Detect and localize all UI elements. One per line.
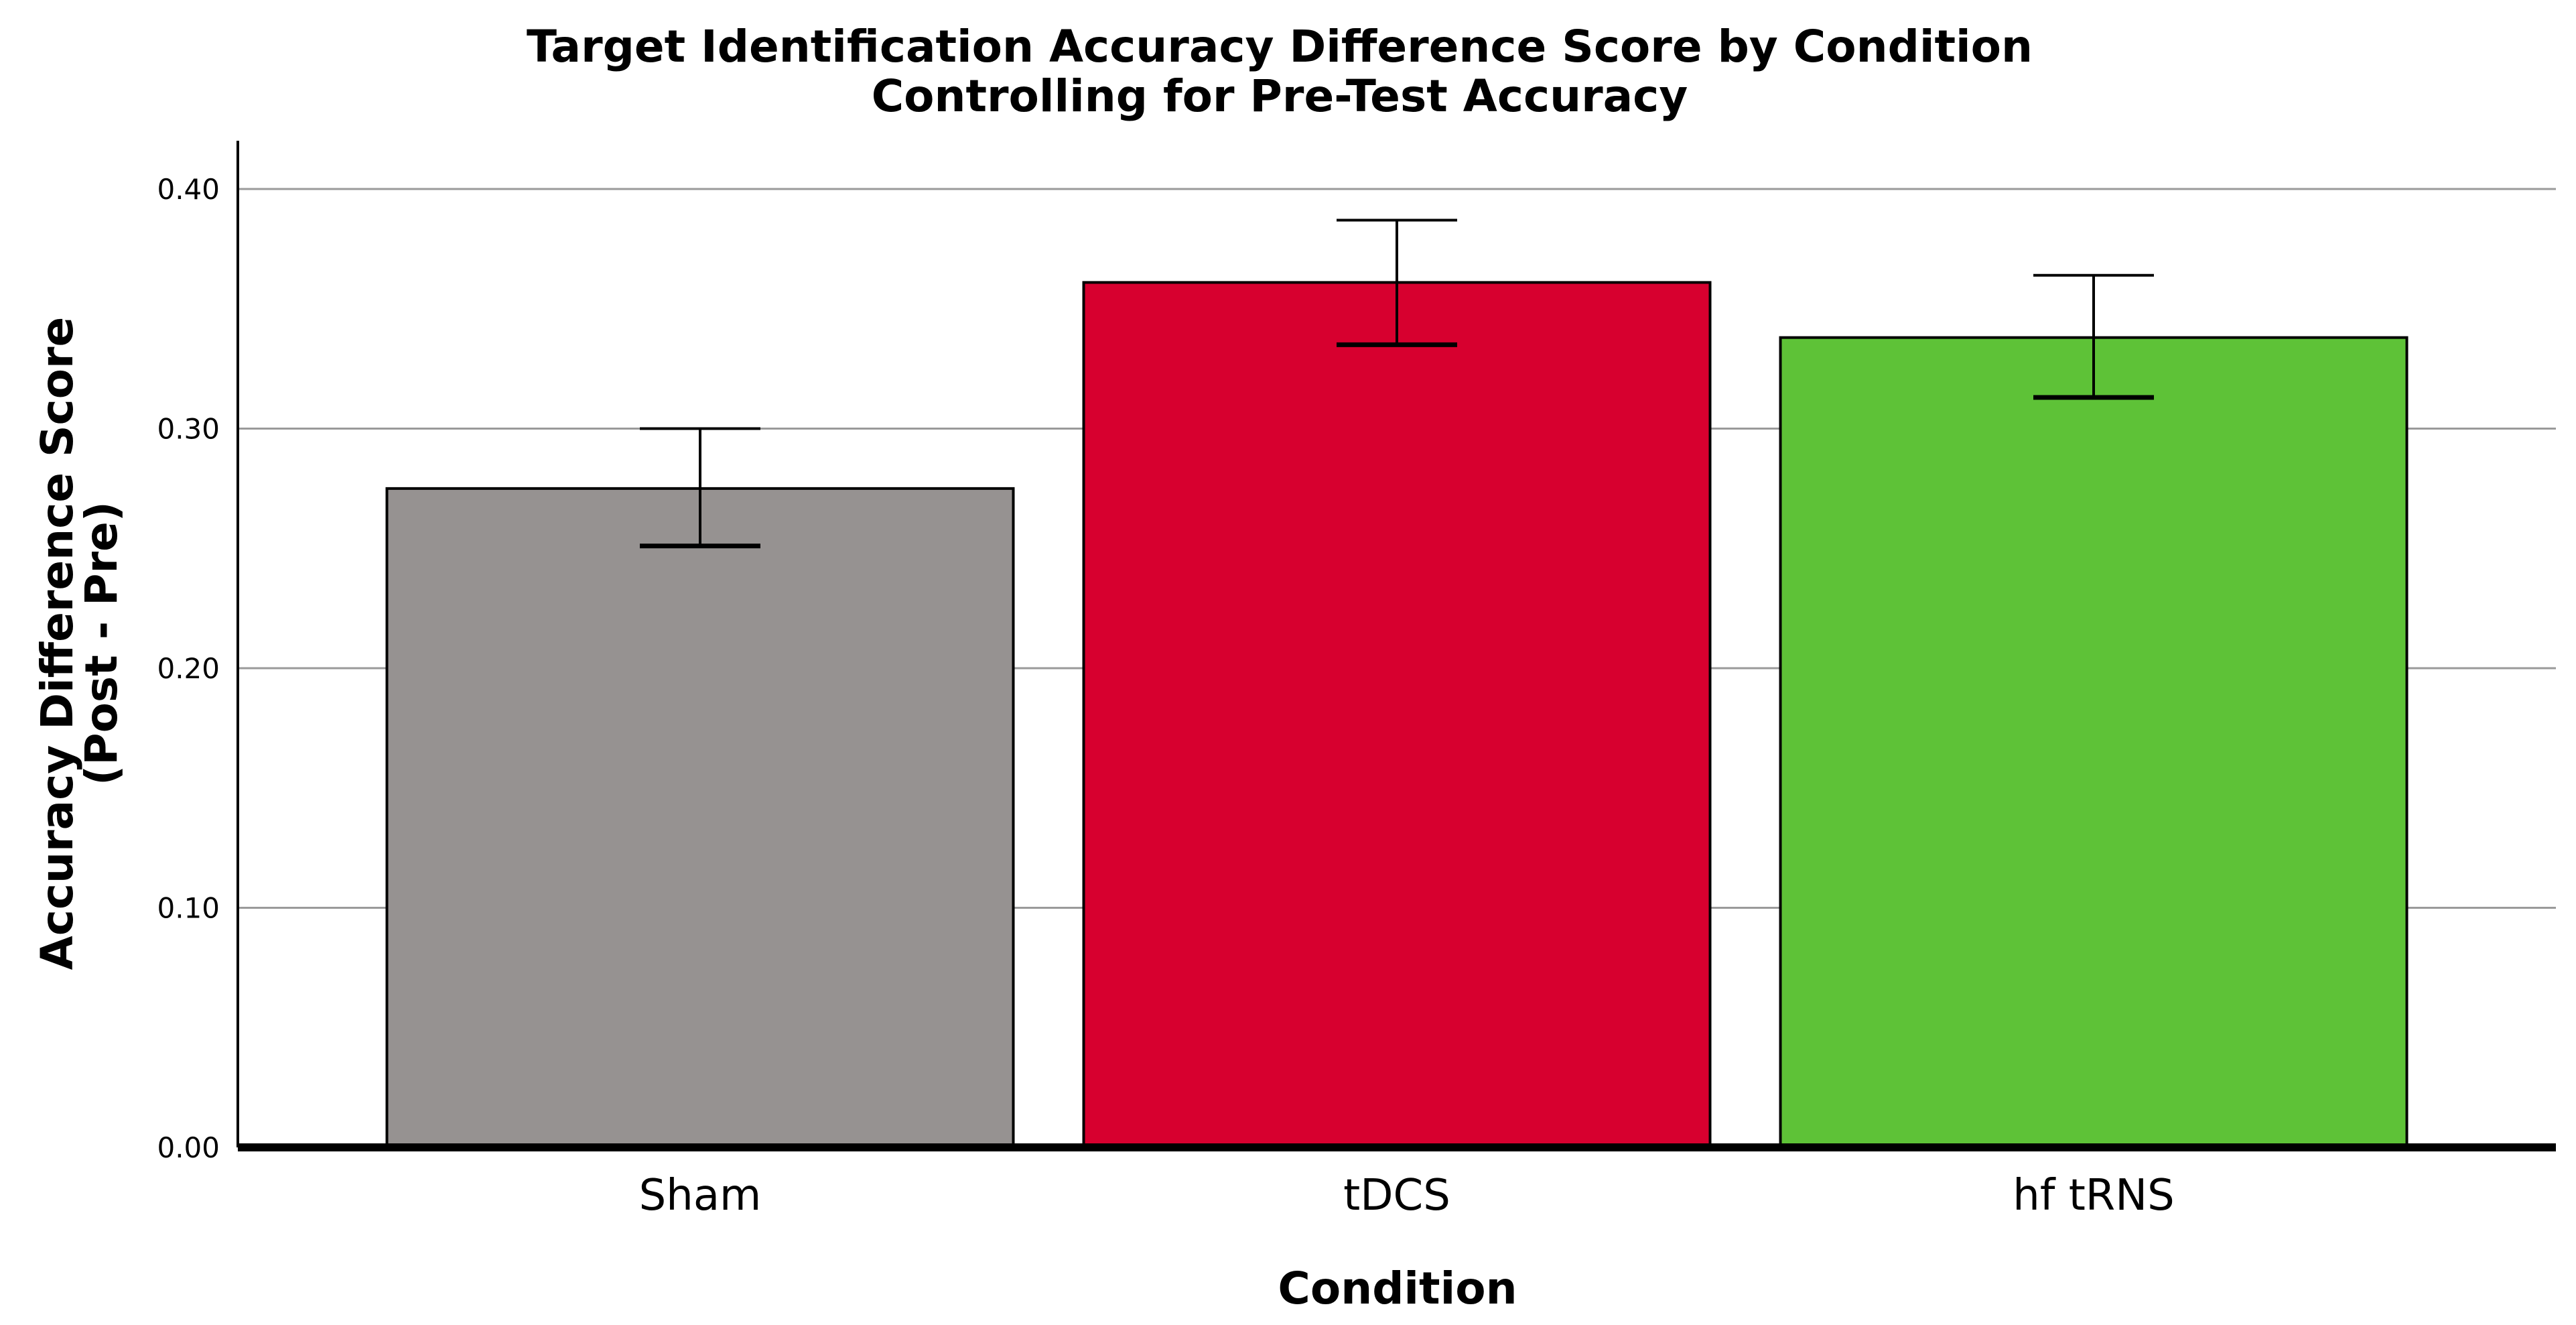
x-axis-label: Condition <box>1278 1263 1517 1314</box>
y-axis-title: Accuracy Difference Score (Post - Pre) <box>31 317 127 970</box>
y-tick-label-2: 0.20 <box>157 652 220 685</box>
y-axis-label: Accuracy Difference Score <box>31 317 83 970</box>
y-axis-label-line2: (Post - Pre) <box>76 501 127 785</box>
error-bars <box>640 218 2154 549</box>
chart-title: Target Identification Accuracy Differenc… <box>527 21 2033 72</box>
bar-sham <box>385 487 1015 1149</box>
x-category-labels: Sham tDCS hf tRNS <box>639 1171 2175 1220</box>
bar-hf-trns <box>1779 336 2409 1149</box>
axes <box>236 141 2556 1151</box>
x-tick-label-hf-trns: hf tRNS <box>2013 1171 2175 1220</box>
y-tick-label-1: 0.10 <box>157 892 220 925</box>
y-tick-labels: 0.00 0.10 0.20 0.30 0.40 <box>157 173 220 1164</box>
chart-subtitle: Controlling for Pre-Test Accuracy <box>872 70 1688 122</box>
x-tick-label-tdcs: tDCS <box>1343 1171 1450 1220</box>
y-tick-label-0: 0.00 <box>157 1131 220 1164</box>
x-tick-label-sham: Sham <box>639 1171 762 1220</box>
bar-tdcs <box>1082 281 1712 1149</box>
y-tick-label-3: 0.30 <box>157 413 220 446</box>
bars <box>385 281 2409 1149</box>
y-tick-label-4: 0.40 <box>157 173 220 206</box>
